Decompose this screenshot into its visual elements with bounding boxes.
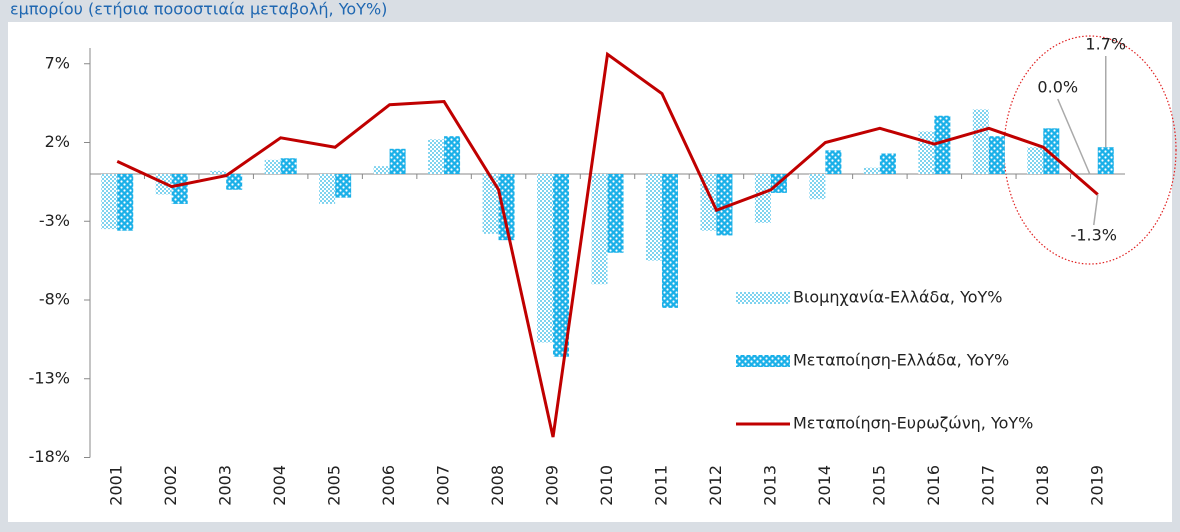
legend-swatch bbox=[736, 292, 790, 304]
line bbox=[116, 51, 1099, 438]
x-tick-label: 2015 bbox=[869, 465, 888, 506]
x-tick-label: 2018 bbox=[1033, 465, 1052, 506]
bar bbox=[428, 139, 445, 174]
bar bbox=[444, 136, 461, 174]
y-tick-label: 7% bbox=[45, 53, 70, 72]
x-tick-label: 2007 bbox=[434, 465, 453, 506]
bar bbox=[934, 115, 951, 174]
x-tick-label: 2013 bbox=[760, 465, 779, 506]
x-tick-label: 2019 bbox=[1087, 465, 1106, 506]
bar bbox=[1097, 147, 1114, 174]
x-tick-label: 2010 bbox=[597, 465, 616, 506]
x-tick-label: 2004 bbox=[270, 465, 289, 506]
bar bbox=[716, 174, 733, 236]
bar bbox=[117, 174, 134, 231]
y-tick-label: -3% bbox=[39, 211, 70, 230]
bar bbox=[335, 174, 352, 198]
bar bbox=[482, 174, 499, 234]
chart-title: εμπορίου (ετήσια ποσοστιαία μεταβολή, Yo… bbox=[10, 0, 387, 19]
data-label: 1.7% bbox=[1085, 35, 1126, 54]
bar bbox=[1043, 128, 1060, 174]
y-tick-label: -8% bbox=[39, 290, 70, 309]
x-tick-label: 2009 bbox=[543, 465, 562, 506]
x-tick-label: 2017 bbox=[978, 465, 997, 506]
bar bbox=[591, 174, 608, 285]
bar bbox=[825, 150, 842, 174]
data-label: -1.3% bbox=[1071, 226, 1117, 245]
bar bbox=[553, 174, 570, 357]
bar bbox=[645, 174, 662, 261]
x-tick-label: 2001 bbox=[107, 465, 126, 506]
legend-label: Μεταποίηση-Ευρωζώνη, YoY% bbox=[793, 414, 1033, 433]
bar bbox=[972, 109, 989, 174]
legend-label: Μεταποίηση-Ελλάδα, YoY% bbox=[793, 351, 1009, 370]
bar bbox=[389, 148, 406, 174]
bar bbox=[319, 174, 336, 204]
bar bbox=[373, 166, 390, 174]
x-tick-label: 2014 bbox=[815, 465, 834, 506]
x-tick-label: 2008 bbox=[488, 465, 507, 506]
bar bbox=[809, 174, 826, 200]
bar bbox=[1027, 147, 1044, 174]
x-tick-label: 2016 bbox=[924, 465, 943, 506]
bar bbox=[498, 174, 515, 241]
x-tick-label: 2011 bbox=[651, 465, 670, 506]
bar bbox=[264, 159, 281, 174]
leader-line bbox=[1057, 98, 1091, 175]
x-tick-label: 2005 bbox=[325, 465, 344, 506]
y-tick-label: -18% bbox=[29, 447, 70, 466]
bar bbox=[700, 174, 717, 231]
x-tick-label: 2012 bbox=[706, 465, 725, 506]
data-label: 0.0% bbox=[1037, 78, 1078, 97]
bar bbox=[754, 174, 771, 223]
x-tick-label: 2006 bbox=[379, 465, 398, 506]
x-tick-label: 2003 bbox=[216, 465, 235, 506]
legend-swatch bbox=[736, 355, 790, 367]
x-tick-label: 2002 bbox=[161, 465, 180, 506]
bar bbox=[280, 158, 297, 174]
bar bbox=[988, 136, 1005, 174]
bar bbox=[918, 131, 935, 174]
bar bbox=[537, 174, 554, 343]
y-tick-label: -13% bbox=[29, 368, 70, 387]
bar bbox=[226, 174, 243, 190]
leader-line bbox=[1093, 194, 1099, 226]
legend-label: Βιομηχανία-Ελλάδα, YoY% bbox=[793, 288, 1002, 307]
bar bbox=[210, 170, 227, 174]
bar bbox=[879, 153, 896, 174]
plot-panel bbox=[8, 22, 1172, 522]
y-tick-label: 2% bbox=[45, 132, 70, 151]
bar bbox=[607, 174, 624, 253]
bar bbox=[171, 174, 188, 204]
bar bbox=[101, 174, 118, 230]
bar bbox=[661, 174, 678, 308]
bar bbox=[863, 167, 880, 174]
